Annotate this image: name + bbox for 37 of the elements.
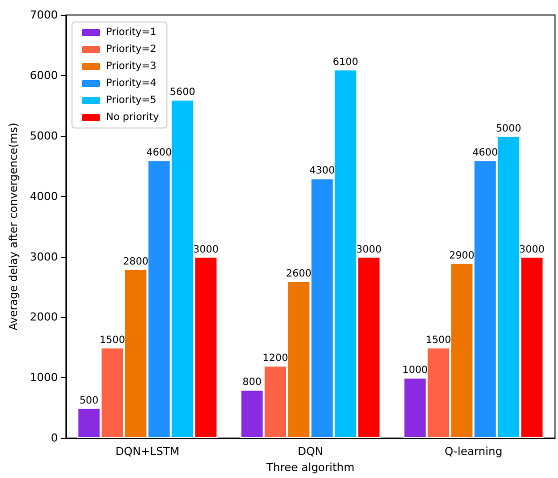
y-tick-label: 5000: [30, 129, 58, 142]
x-axis-title: Three algorithm: [265, 461, 354, 474]
data-label: 1200: [262, 353, 288, 364]
y-tick-label: 1000: [30, 371, 58, 384]
y-tick-label: 6000: [30, 68, 58, 82]
y-tick-label: 4000: [30, 190, 58, 203]
y-tick-label: 7000: [30, 8, 58, 22]
data-label: 1000: [402, 365, 428, 376]
data-label: 1500: [100, 334, 126, 346]
legend-label: Priority=2: [106, 44, 156, 55]
data-label: 500: [79, 395, 99, 406]
legend-label: Priority=3: [106, 61, 156, 72]
data-label: 3000: [193, 244, 219, 256]
data-label: 5600: [170, 87, 196, 98]
y-tick-label: 0: [50, 432, 58, 445]
legend-label: Priority=1: [106, 27, 156, 38]
x-tick-label: Q-learning: [444, 445, 502, 458]
data-label: 2600: [286, 268, 312, 280]
data-label: 4300: [309, 166, 335, 177]
legend-label: Priority=4: [106, 78, 156, 89]
data-label: 4600: [146, 148, 172, 159]
data-label: 4600: [472, 148, 498, 159]
data-label: 800: [242, 377, 262, 388]
data-label: 3000: [519, 244, 545, 256]
legend-label: Priority=5: [106, 95, 156, 106]
legend-label: No priority: [106, 112, 159, 123]
y-tick-label: 2000: [30, 310, 58, 324]
data-label: 5000: [496, 123, 522, 134]
data-label: 6100: [332, 56, 358, 68]
data-label: 2900: [449, 250, 475, 262]
data-label: 3000: [356, 244, 382, 256]
data-label: 1500: [426, 334, 452, 346]
x-tick-label: DQN: [298, 445, 324, 458]
x-tick-label: DQN+LSTM: [115, 445, 180, 458]
data-label: 2800: [123, 256, 148, 268]
y-axis-title: Average delay after convergence(ms): [7, 122, 20, 330]
y-tick-label: 3000: [30, 250, 58, 264]
